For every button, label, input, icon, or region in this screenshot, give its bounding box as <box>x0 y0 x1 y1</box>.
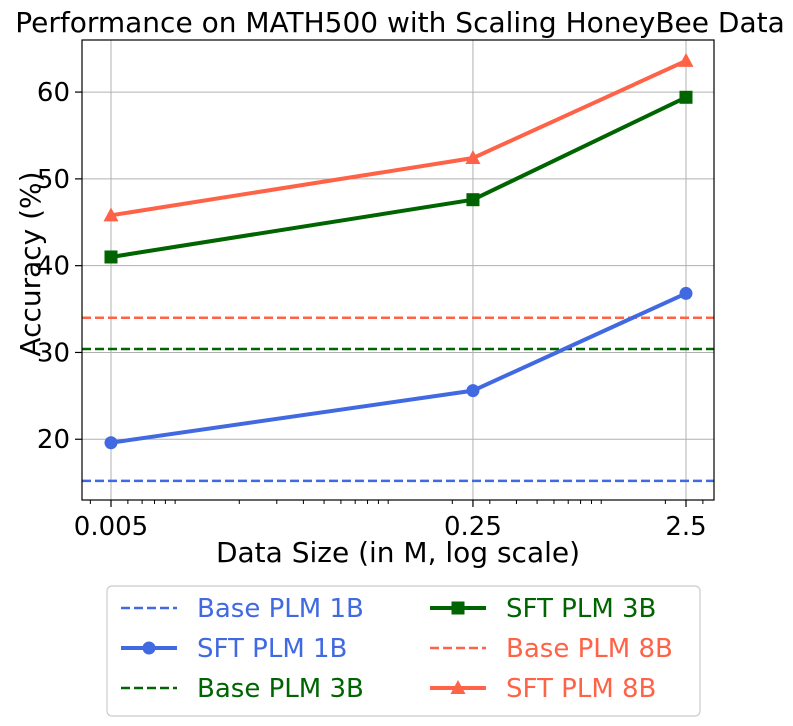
legend: Base PLM 1B SFT PLM 1B Base PLM 3B SFT PLM … <box>106 585 701 717</box>
series-line-sft-plm-3b <box>110 95 687 259</box>
data-point <box>679 286 693 300</box>
x-tick-label: 2.5 <box>665 512 706 542</box>
x-axis-label: Data Size (in M, log scale) <box>216 536 580 569</box>
y-tick-label: 30 <box>37 338 70 368</box>
y-tick-label: 40 <box>37 252 70 282</box>
plot-frame <box>81 39 715 501</box>
data-point <box>466 193 480 207</box>
data-point <box>466 384 480 398</box>
legend-label: Base PLM 8B <box>506 634 673 664</box>
legend-label: Base PLM 3B <box>197 674 364 704</box>
y-tick-label: 60 <box>37 78 70 108</box>
legend-marker <box>450 680 466 694</box>
legend-marker <box>142 641 156 655</box>
x-tick-label: 0.25 <box>444 512 502 542</box>
baseline-lines <box>82 316 714 483</box>
legend-marker <box>451 601 465 615</box>
grid <box>82 40 714 500</box>
legend-label: SFT PLM 1B <box>197 634 347 664</box>
data-point <box>104 436 118 450</box>
axis-ticks: 20 30 40 50 60 0.005 0.25 2.5 <box>37 78 707 542</box>
legend-label: Base PLM 1B <box>197 594 364 624</box>
legend-label: SFT PLM 8B <box>506 674 656 704</box>
series-line-sft-plm-1b <box>110 291 687 445</box>
legend-label: SFT PLM 3B <box>506 594 656 624</box>
plot-border <box>81 39 715 501</box>
chart-title: Performance on MATH500 with Scaling Hone… <box>15 6 785 39</box>
y-tick-label: 50 <box>37 165 70 195</box>
data-point <box>104 250 118 264</box>
y-tick-label: 20 <box>37 425 70 455</box>
legend-box <box>106 585 701 717</box>
y-axis-label: Accuracy (%) <box>14 171 47 356</box>
data-point <box>103 207 119 222</box>
data-point <box>678 52 694 67</box>
data-point <box>679 90 693 104</box>
data-point <box>465 150 481 165</box>
series-lines <box>103 52 694 450</box>
x-tick-label: 0.005 <box>74 512 148 542</box>
